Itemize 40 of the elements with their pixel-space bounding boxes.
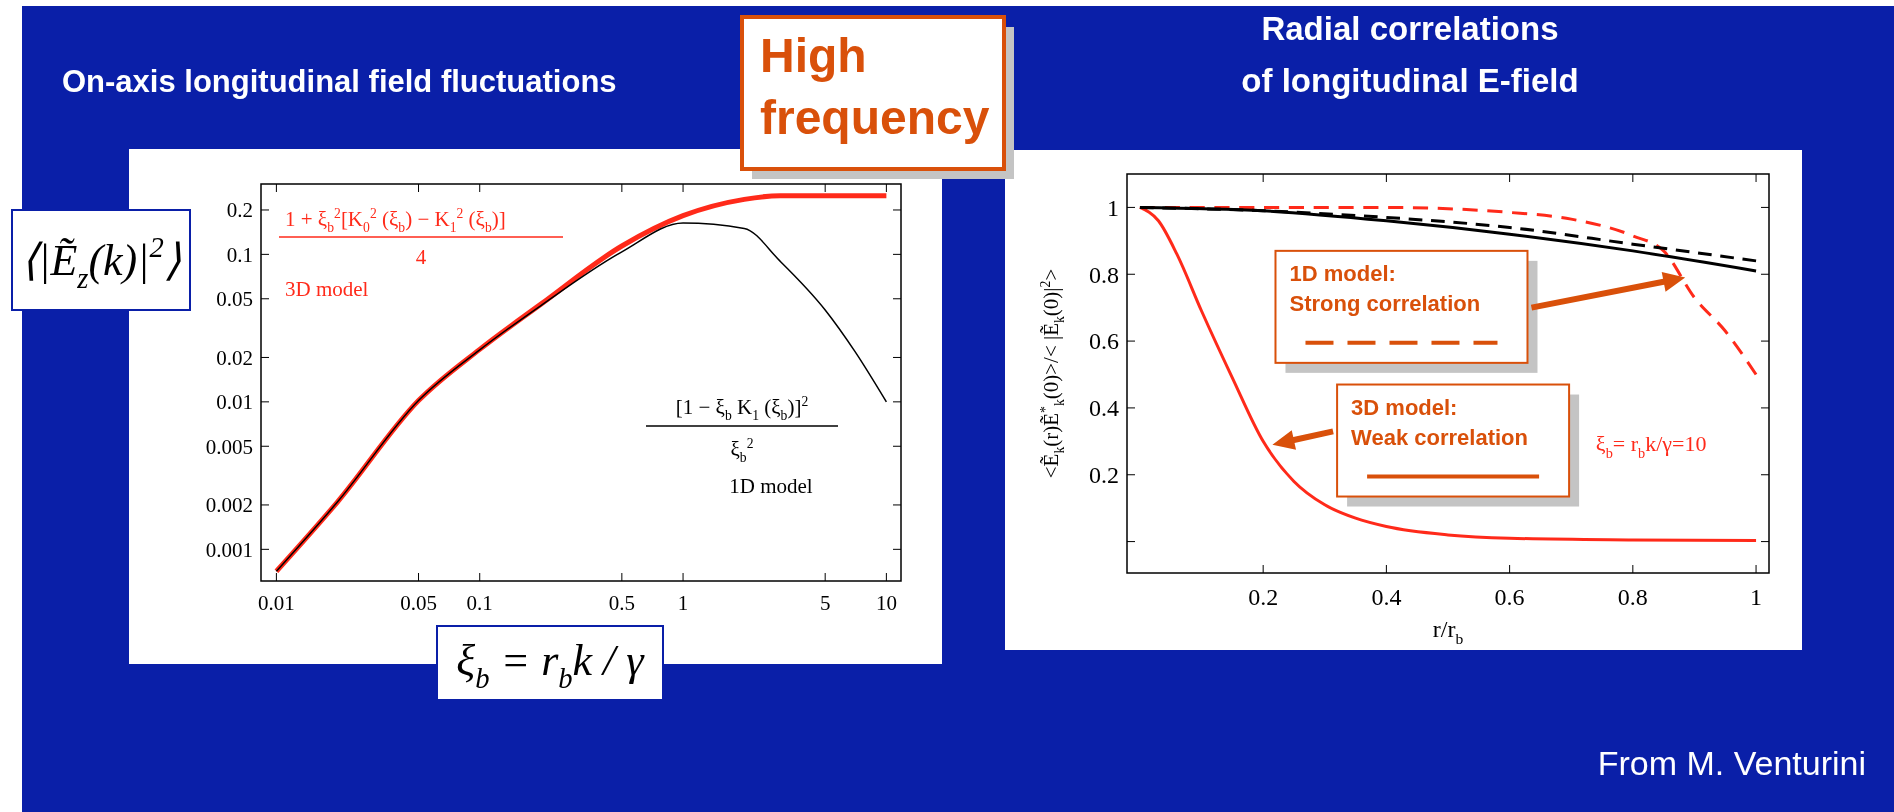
y-tick-label: 0.4	[1089, 395, 1119, 422]
x-tick-label: 0.01	[258, 591, 295, 615]
y-tick-label: 0.8	[1089, 261, 1119, 288]
x-tick-label: 0.2	[1248, 584, 1279, 610]
y-tick-label: 0.02	[216, 345, 253, 370]
x-tick-label: 10	[875, 591, 897, 615]
x-tick-label: 0.8	[1617, 584, 1648, 610]
chart-title: Radial correlations of longitudinal E-field	[1241, 10, 1579, 99]
annotation: 1D model	[729, 474, 813, 498]
y-tick-label: 0.2	[226, 198, 253, 223]
y-axis-title: ⟨|Ẽ$_{z}$(k)|$^{2}$⟩	[21, 232, 181, 295]
x-tick-label: 0.6	[1494, 584, 1525, 610]
x-tick-label: 0.1	[466, 591, 493, 615]
annotation: ξ$_{b}$= r$_{b}$k/γ=10	[1595, 431, 1707, 461]
y-tick-label: 0.1	[226, 242, 253, 267]
chart-title: On-axis longitudinal field fluctuations	[62, 64, 617, 99]
y-tick-label: 0.002	[205, 493, 253, 518]
x-axis-title: ξ$_{b}$ = r$_{b}$k / γ	[456, 636, 646, 695]
text: 1 + ξ$_{b}$$^{2}$[K$_{0}$$^{2}$ (ξ$_{b}$) − K$_{1}$$^{2}$ (ξ$_{b}$)]	[285, 205, 506, 236]
y-tick-label: 0.001	[205, 537, 253, 562]
text: High frequency	[760, 29, 990, 144]
x-tick-label: 0.5	[608, 591, 635, 615]
x-axis-title: r/r$_{b}$	[1432, 616, 1464, 648]
y-tick-label: 1	[1107, 194, 1119, 221]
y-tick-label: 0.6	[1089, 328, 1119, 355]
y-tick-label: 0.2	[1089, 462, 1119, 489]
annotation: [1 − ξ$_{b}$ K$_{1}$ (ξ$_{b}$)]$^{2}$	[675, 393, 809, 424]
text: From M. Venturini	[1597, 744, 1866, 782]
annotation: 1D model: Strong correlation	[1289, 260, 1481, 316]
x-tick-label: 5	[819, 591, 831, 615]
y-tick-label: 0.05	[216, 287, 253, 312]
annotation: 4	[415, 245, 427, 269]
y-tick-label: 0.01	[216, 390, 253, 415]
x-tick-label: 1	[677, 591, 689, 615]
x-tick-label: 0.05	[400, 591, 437, 615]
y-tick-label: 0.005	[205, 434, 253, 459]
annotation: 3D model	[285, 277, 369, 301]
x-tick-label: 0.4	[1371, 584, 1402, 610]
x-tick-label: 1	[1750, 584, 1763, 610]
annotation: 3D model: Weak correlation	[1351, 394, 1528, 450]
